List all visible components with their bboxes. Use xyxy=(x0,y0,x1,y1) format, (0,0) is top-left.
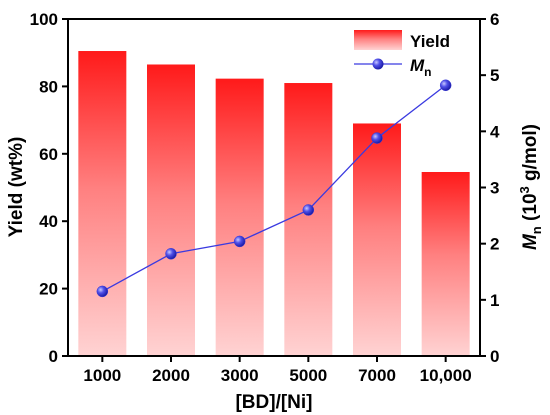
mn-point-10,000 xyxy=(439,79,452,92)
x-axis-title: [BD]/[Ni] xyxy=(235,392,312,413)
y-right-tick-label-4: 4 xyxy=(490,122,500,141)
y-left-tick-label-60: 60 xyxy=(39,145,58,164)
y-axis-left-title: Yield (wt%) xyxy=(6,137,27,238)
mn-point-2000 xyxy=(165,248,177,260)
y-axis-left: 0 20 40 60 80 100 xyxy=(30,10,68,366)
mn-point-1000 xyxy=(96,285,109,298)
bar-1000 xyxy=(78,51,127,356)
y-axis-right-title-sup: 3 xyxy=(517,186,532,193)
y-axis-right-title: Mn (103 g/mol) xyxy=(517,124,544,250)
bar-5000 xyxy=(284,83,333,356)
y-left-tick-label-0: 0 xyxy=(49,347,58,366)
y-right-tick-label-5: 5 xyxy=(490,66,499,85)
mn-point-5000 xyxy=(302,204,315,216)
bar-3000 xyxy=(215,78,264,357)
legend-label-mn-main: M xyxy=(410,56,425,75)
y-axis-right-title-rest-1: (10 xyxy=(520,193,541,226)
x-tick-label-5000: 5000 xyxy=(289,366,327,385)
y-axis-right: 0 1 2 3 4 5 6 xyxy=(480,10,500,366)
mn-point-3000 xyxy=(233,235,246,248)
y-left-tick-label-20: 20 xyxy=(39,280,58,299)
x-tick-label-10,000: 10,000 xyxy=(420,366,472,385)
legend: Yield Mn xyxy=(354,30,450,79)
x-axis: 1000 2000 3000 5000 7000 10,000 xyxy=(83,356,472,385)
legend-label-mn-sub: n xyxy=(424,65,431,79)
y-right-tick-label-1: 1 xyxy=(490,291,499,310)
y-axis-right-title-rest-2: g/mol) xyxy=(520,124,541,186)
legend-label-yield: Yield xyxy=(410,32,450,51)
y-right-tick-label-0: 0 xyxy=(490,347,499,366)
x-tick-label-2000: 2000 xyxy=(152,366,190,385)
y-left-tick-label-100: 100 xyxy=(30,10,58,29)
y-axis-right-title-main: M xyxy=(520,233,541,250)
x-tick-label-7000: 7000 xyxy=(358,366,396,385)
legend-label-mn: Mn xyxy=(410,56,432,79)
y-right-tick-label-3: 3 xyxy=(490,179,499,198)
legend-swatch-yield xyxy=(354,30,402,50)
x-tick-label-1000: 1000 xyxy=(83,366,121,385)
line-series xyxy=(96,79,452,298)
y-right-tick-label-6: 6 xyxy=(490,10,499,29)
bar-7000 xyxy=(353,123,401,356)
y-axis-right-title-sub: n xyxy=(529,226,544,234)
mn-line xyxy=(102,84,447,292)
mn-point-7000 xyxy=(371,132,383,144)
legend-swatch-mn-marker xyxy=(372,58,384,70)
y-right-tick-label-2: 2 xyxy=(490,235,499,254)
x-tick-label-3000: 3000 xyxy=(221,366,259,385)
bar-10,000 xyxy=(421,171,470,356)
bar-2000 xyxy=(147,64,195,357)
y-left-tick-label-40: 40 xyxy=(39,212,58,231)
y-left-tick-label-80: 80 xyxy=(39,77,58,96)
bar-series xyxy=(78,51,470,357)
